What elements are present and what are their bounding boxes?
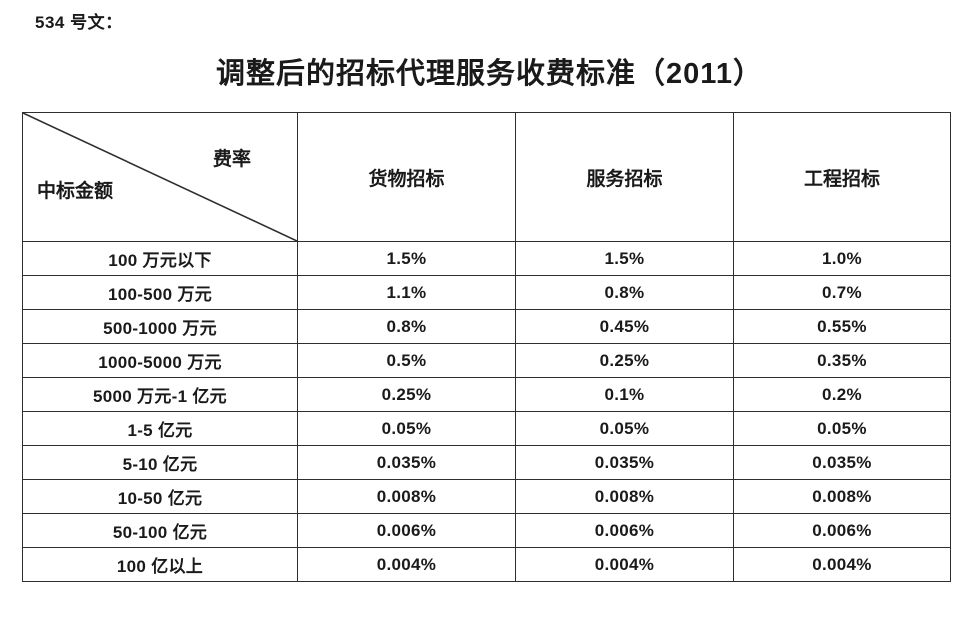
rate-cell: 0.006% [733, 513, 951, 548]
row-label-amount-range: 100 万元以下 [22, 241, 298, 276]
table-row: 5-10 亿元 0.035% 0.035% 0.035% [22, 445, 951, 480]
rate-cell: 0.2% [733, 377, 951, 412]
diagonal-divider-line [23, 113, 297, 241]
rate-cell: 0.05% [733, 411, 951, 446]
row-label-amount-range: 1000-5000 万元 [22, 343, 298, 378]
row-label-amount-range: 100 亿以上 [22, 547, 298, 582]
row-label-amount-range: 500-1000 万元 [22, 309, 298, 344]
rate-cell: 0.8% [515, 275, 734, 310]
rate-cell: 0.008% [297, 479, 516, 514]
rate-cell: 0.05% [515, 411, 734, 446]
table-row: 5000 万元-1 亿元 0.25% 0.1% 0.2% [22, 377, 951, 412]
rate-cell: 0.45% [515, 309, 734, 344]
column-header-service-bidding: 服务招标 [515, 112, 734, 242]
rate-cell: 0.004% [733, 547, 951, 582]
page-title: 调整后的招标代理服务收费标准（2011） [216, 58, 763, 90]
rate-cell: 1.1% [297, 275, 516, 310]
rate-cell: 0.8% [297, 309, 516, 344]
table-row: 1000-5000 万元 0.5% 0.25% 0.35% [22, 343, 951, 378]
table-row: 500-1000 万元 0.8% 0.45% 0.55% [22, 309, 951, 344]
rate-cell: 0.7% [733, 275, 951, 310]
table-row: 100 亿以上 0.004% 0.004% 0.004% [22, 547, 951, 582]
rate-cell: 0.008% [733, 479, 951, 514]
rate-cell: 0.004% [297, 547, 516, 582]
table-row: 1-5 亿元 0.05% 0.05% 0.05% [22, 411, 951, 446]
corner-label-bid-amount: 中标金额 [37, 181, 114, 202]
rate-cell: 0.006% [515, 513, 734, 548]
row-label-amount-range: 50-100 亿元 [22, 513, 298, 548]
rate-cell: 0.35% [733, 343, 951, 378]
rate-cell: 0.55% [733, 309, 951, 344]
corner-label-fee-rate: 费率 [212, 149, 251, 170]
fee-table: 费率 中标金额 货物招标 服务招标 工程招标 100 万元以下 1.5% 1.5% 1… [22, 112, 951, 582]
table-row: 100-500 万元 1.1% 0.8% 0.7% [22, 275, 951, 310]
doc-number-label: 534 号文： [35, 13, 123, 32]
rate-cell: 1.5% [297, 241, 516, 276]
table-row: 10-50 亿元 0.008% 0.008% 0.008% [22, 479, 951, 514]
table-body: 100 万元以下 1.5% 1.5% 1.0% 100-500 万元 1.1% 0.8% 0.… [22, 241, 951, 582]
rate-cell: 0.006% [297, 513, 516, 548]
row-label-amount-range: 1-5 亿元 [22, 411, 298, 446]
rate-cell: 0.05% [297, 411, 516, 446]
rate-cell: 0.1% [515, 377, 734, 412]
rate-cell: 1.0% [733, 241, 951, 276]
table-header-row: 费率 中标金额 货物招标 服务招标 工程招标 [22, 112, 951, 242]
row-label-amount-range: 5-10 亿元 [22, 445, 298, 480]
column-header-engineering-bidding: 工程招标 [733, 112, 951, 242]
table-row: 100 万元以下 1.5% 1.5% 1.0% [22, 241, 951, 276]
column-header-goods-bidding: 货物招标 [297, 112, 516, 242]
row-label-amount-range: 100-500 万元 [22, 275, 298, 310]
rate-cell: 0.004% [515, 547, 734, 582]
rate-cell: 0.25% [297, 377, 516, 412]
rate-cell: 0.008% [515, 479, 734, 514]
rate-cell: 0.035% [733, 445, 951, 480]
table-row: 50-100 亿元 0.006% 0.006% 0.006% [22, 513, 951, 548]
rate-cell: 0.25% [515, 343, 734, 378]
corner-header-cell: 费率 中标金额 [22, 112, 298, 242]
rate-cell: 0.035% [297, 445, 516, 480]
rate-cell: 0.5% [297, 343, 516, 378]
rate-cell: 1.5% [515, 241, 734, 276]
row-label-amount-range: 10-50 亿元 [22, 479, 298, 514]
row-label-amount-range: 5000 万元-1 亿元 [22, 377, 298, 412]
rate-cell: 0.035% [515, 445, 734, 480]
